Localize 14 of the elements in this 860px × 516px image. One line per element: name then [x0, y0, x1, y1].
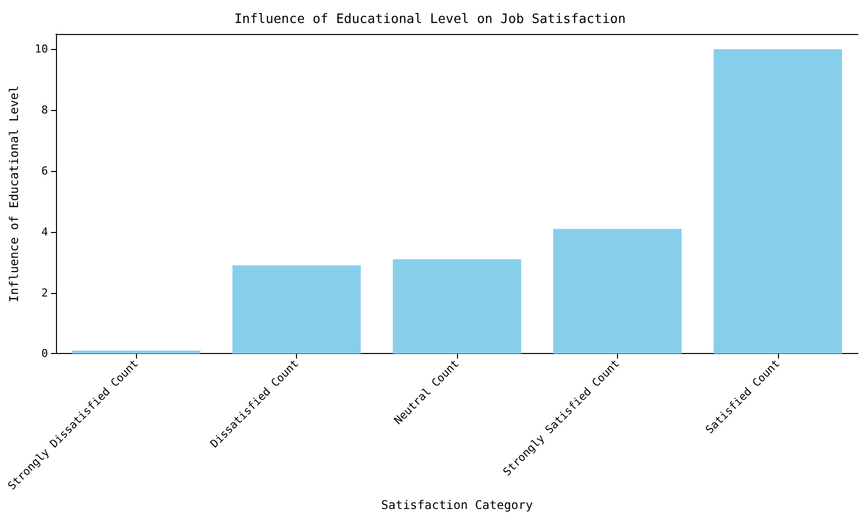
bar	[714, 49, 842, 354]
y-tick-label: 4	[41, 225, 48, 238]
y-tick-label: 6	[41, 164, 48, 178]
bar	[72, 350, 200, 354]
y-tick-label: 2	[41, 286, 48, 300]
y-tick-label: 8	[41, 104, 48, 117]
x-axis-title: Satisfaction Category	[381, 498, 533, 512]
chart-title: Influence of Educational Level on Job Satisfaction	[234, 12, 626, 27]
bar	[553, 228, 682, 354]
bar	[232, 265, 361, 354]
y-tick-label: 10	[34, 42, 48, 56]
y-tick-label: 0	[41, 347, 48, 360]
bar	[392, 259, 522, 354]
y-axis-title: Influence of Educational Level	[7, 85, 21, 302]
